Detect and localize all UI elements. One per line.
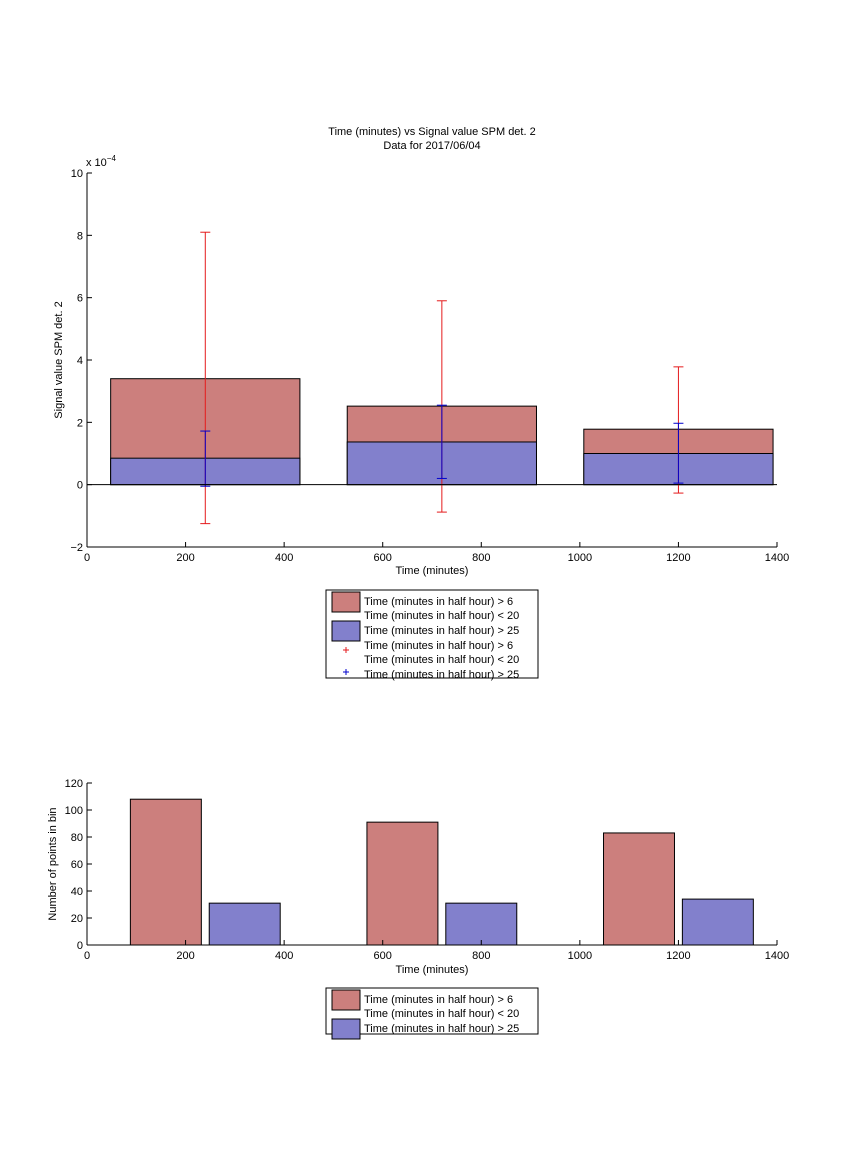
chart1-x-tick-label: 1000 [568, 552, 592, 564]
chart2-x-tick-label: 800 [472, 950, 490, 962]
chart1-legend-label: Time (minutes in half hour) < 20 [364, 610, 519, 622]
chart2-bar-red [129, 798, 202, 946]
chart2-bar-red [603, 832, 675, 946]
chart2-axes: 0 200 400 600 800 1000 1200 1400 0 20 40 60 80 100 120 [65, 778, 790, 962]
chart2-legend-label: Time (minutes in half hour) > 6 [364, 994, 513, 1006]
chart2-x-tick-label: 400 [275, 950, 293, 962]
chart2-x-tick-label: 0 [84, 950, 90, 962]
chart2-legend: Time (minutes in half hour) > 6 Time (min… [325, 987, 539, 1040]
chart2-y-tick-label: 100 [65, 805, 83, 817]
chart1-legend-label: Time (minutes in half hour) < 20 [364, 654, 519, 666]
chart2-x-tick-label: 200 [176, 950, 194, 962]
chart2-y-tick-label: 120 [65, 778, 83, 790]
chart1-legend-label: Time (minutes in half hour) > 6 [364, 596, 513, 608]
chart1-y-tick-label: 0 [77, 480, 83, 492]
chart1-legend-label: Time (minutes in half hour) > 25 [364, 669, 519, 681]
chart1-x-tick-label: 200 [176, 552, 194, 564]
chart1-ylabel: Signal value SPM det. 2 [53, 301, 65, 418]
chart1-errorbars [200, 231, 684, 525]
chart1-y-tick-label: 10 [71, 168, 83, 180]
chart1-y-tick-label: 2 [77, 417, 83, 429]
chart1-subtitle: Data for 2017/06/04 [383, 140, 480, 152]
chart1-x-tick-label: 1400 [765, 552, 789, 564]
chart1-legend-swatch [331, 591, 361, 613]
chart2-legend-box [325, 987, 539, 1035]
signal-chart: Time (minutes) vs Signal value SPM det. … [53, 126, 789, 681]
chart1-x-tick-label: 0 [84, 552, 90, 564]
chart2-y-tick-label: 40 [71, 886, 83, 898]
chart2-ylabel: Number of points in bin [47, 807, 59, 920]
chart2-y-tick-label: 0 [77, 940, 83, 952]
chart1-exponent-power: −4 [107, 154, 117, 163]
chart2-y-tick-label: 80 [71, 832, 83, 844]
chart1-legend-swatch [331, 620, 361, 642]
chart2-x-tick-label: 600 [374, 950, 392, 962]
chart1-x-tick-label: 600 [374, 552, 392, 564]
chart1-legend-box [325, 589, 539, 679]
chart2-xlabel: Time (minutes) [396, 964, 469, 976]
chart1-x-tick-label: 400 [275, 552, 293, 564]
chart2-bar-blue [681, 898, 754, 946]
chart1-y-tick-label: 6 [77, 293, 83, 305]
chart2-x-tick-label: 1000 [568, 950, 592, 962]
chart2-x-tick-label: 1200 [666, 950, 690, 962]
chart1-xlabel: Time (minutes) [396, 565, 469, 577]
count-chart: Time (minutes) Number of points in bin 0… [47, 778, 790, 1040]
chart1-legend-label: Time (minutes in half hour) > 25 [364, 625, 519, 637]
chart2-bar-blue [445, 902, 518, 946]
chart2-bars [129, 798, 754, 946]
chart1-exponent-base: x 10 [86, 157, 107, 169]
chart1-y-tick-label: 4 [77, 355, 83, 367]
chart2-bar-red [366, 821, 439, 946]
chart1-legend-label: Time (minutes in half hour) > 6 [364, 640, 513, 652]
chart2-legend-swatch [331, 989, 361, 1011]
chart2-legend-label: Time (minutes in half hour) > 25 [364, 1023, 519, 1035]
chart2-y-tick-label: 20 [71, 913, 83, 925]
chart2-y-tick-label: 60 [71, 859, 83, 871]
chart1-title: Time (minutes) vs Signal value SPM det. … [328, 126, 535, 138]
chart1-y-tick-label: −2 [70, 542, 83, 554]
chart2-x-tick-label: 1400 [765, 950, 789, 962]
chart2-legend-swatch [331, 1018, 361, 1040]
chart2-legend-label: Time (minutes in half hour) < 20 [364, 1008, 519, 1020]
chart1-legend: Time (minutes in half hour) > 6 Time (min… [325, 589, 539, 681]
chart1-x-tick-label: 800 [472, 552, 490, 564]
chart1-exponent-label: x 10−4 [86, 154, 116, 169]
chart1-y-tick-label: 8 [77, 230, 83, 242]
chart1-x-tick-label: 1200 [666, 552, 690, 564]
chart2-bar-blue [208, 902, 281, 946]
